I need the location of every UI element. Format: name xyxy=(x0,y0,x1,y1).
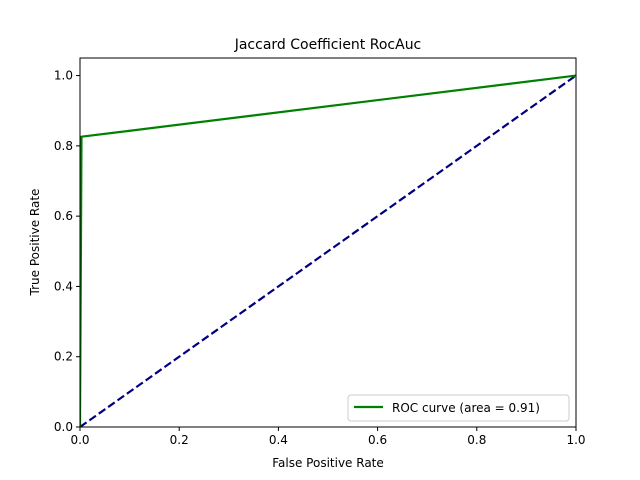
chart-title: Jaccard Coefficient RocAuc xyxy=(234,37,422,53)
diagonal-reference-line xyxy=(80,74,576,427)
x-axis: 0.0 0.2 0.4 0.6 0.8 1.0 xyxy=(70,427,586,447)
axes-frame xyxy=(79,57,577,428)
y-axis-label: True Positive Rate xyxy=(28,189,42,297)
y-tick-label: 0.0 xyxy=(54,420,73,434)
y-tick-label: 0.4 xyxy=(54,279,73,293)
legend: ROC curve (area = 0.91) xyxy=(347,394,570,422)
x-tick-label: 0.6 xyxy=(368,433,387,447)
x-tick-label: 0.0 xyxy=(70,433,89,447)
x-tick-label: 0.4 xyxy=(269,433,288,447)
legend-label-roc: ROC curve (area = 0.91) xyxy=(392,401,540,415)
x-tick-label: 1.0 xyxy=(566,433,585,447)
x-tick-label: 0.2 xyxy=(170,433,189,447)
legend-box xyxy=(347,394,570,422)
y-tick-label: 1.0 xyxy=(54,69,73,83)
y-axis: 0.0 0.2 0.4 0.6 0.8 1.0 xyxy=(54,69,80,434)
x-axis-label: False Positive Rate xyxy=(272,456,384,470)
y-tick-label: 0.8 xyxy=(54,139,73,153)
y-tick-label: 0.2 xyxy=(54,350,73,364)
y-tick-label: 0.6 xyxy=(54,209,73,223)
x-tick-label: 0.8 xyxy=(467,433,486,447)
